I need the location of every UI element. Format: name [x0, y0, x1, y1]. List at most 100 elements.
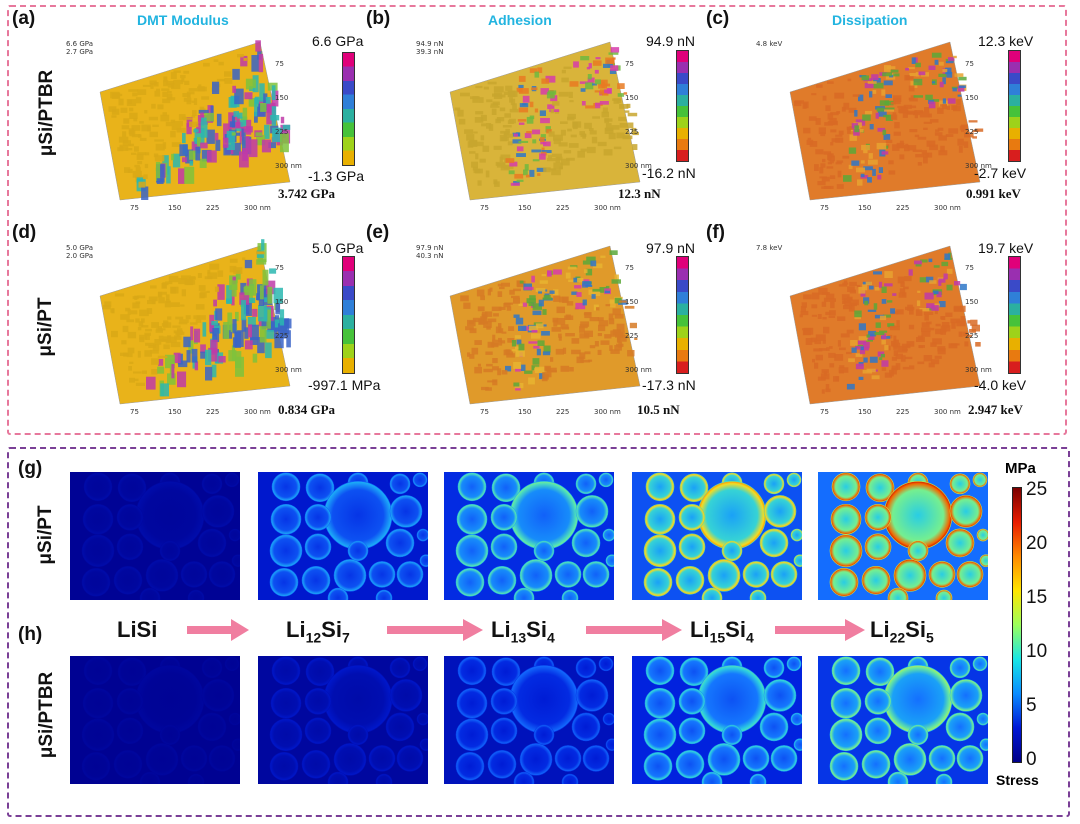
- stress-map-panel: [818, 472, 988, 600]
- x-axis-tick: 150: [858, 204, 872, 212]
- panel-label: (c): [706, 8, 730, 29]
- stress-map-panel: [444, 656, 614, 784]
- y-axis-tick: 75: [275, 60, 284, 68]
- scale-tick-label: 20: [1026, 533, 1048, 554]
- x-axis-tick: 300 nm: [934, 204, 961, 212]
- scale-tick-label: 25: [1026, 479, 1048, 500]
- x-axis-tick: 150: [168, 204, 182, 212]
- y-axis-tick: 150: [965, 94, 979, 102]
- y-axis-tick: 150: [965, 298, 979, 306]
- x-axis-tick: 225: [896, 204, 910, 212]
- afm-surface-map: [99, 40, 291, 201]
- stress-map-panel: [70, 472, 240, 600]
- y-axis-tick: 75: [275, 264, 284, 272]
- afm-colorbar: [1008, 256, 1021, 374]
- panel-label: (b): [366, 8, 391, 29]
- title-dmt-modulus: DMT Modulus: [137, 12, 229, 28]
- y-axis-tick: 75: [965, 60, 974, 68]
- colorbar-max-value: 97.9 nN: [646, 240, 696, 256]
- x-axis-tick: 75: [820, 204, 829, 212]
- x-axis-tick: 150: [518, 408, 532, 416]
- y-axis-tick: 225: [625, 332, 639, 340]
- y-axis-tick: 225: [275, 332, 289, 340]
- y-axis-tick: 300 nm: [275, 162, 302, 170]
- afm-colorbar: [342, 256, 355, 374]
- afm-section-frame: [7, 5, 1067, 435]
- phase-label-5: Li22Si5: [870, 617, 934, 646]
- x-axis-tick: 75: [130, 204, 139, 212]
- x-axis-tick: 75: [480, 204, 489, 212]
- afm-colorbar: [676, 256, 689, 374]
- afm-colorbar: [1008, 50, 1021, 162]
- z-axis-tick: 94.9 nN: [416, 40, 444, 48]
- stress-colorbar: [1012, 487, 1022, 763]
- scale-tick-label: 15: [1026, 587, 1048, 608]
- y-axis-tick: 300 nm: [625, 162, 652, 170]
- arrow-icon: [387, 619, 483, 641]
- z-axis-tick: 2.7 GPa: [66, 48, 93, 56]
- z-axis-tick: 6.6 GPa: [66, 40, 93, 48]
- colorbar-min-value: -997.1 MPa: [308, 377, 381, 393]
- afm-surface-map: [789, 245, 981, 405]
- y-axis-tick: 300 nm: [625, 366, 652, 374]
- colorbar-min-value: -16.2 nN: [642, 165, 696, 181]
- afm-surface-map: [789, 41, 984, 201]
- scale-unit: MPa: [1005, 460, 1036, 477]
- arrow-icon: [775, 619, 865, 641]
- x-axis-tick: 150: [168, 408, 182, 416]
- afm-colorbar: [342, 52, 355, 166]
- x-axis-tick: 300 nm: [244, 408, 271, 416]
- scale-tick-label: 0: [1026, 749, 1037, 770]
- x-axis-tick: 225: [206, 204, 220, 212]
- y-axis-tick: 225: [965, 128, 979, 136]
- afm-surface-map: [99, 239, 292, 405]
- y-axis-tick: 75: [625, 264, 634, 272]
- panel-label: (a): [12, 8, 36, 29]
- phase-label-3: Li13Si4: [491, 617, 555, 646]
- y-axis-tick: 75: [625, 60, 634, 68]
- y-axis-tick: 150: [625, 298, 639, 306]
- y-axis-tick: 225: [275, 128, 289, 136]
- y-axis-tick: 225: [965, 332, 979, 340]
- y-axis-tick: 300 nm: [965, 162, 992, 170]
- x-axis-tick: 300 nm: [934, 408, 961, 416]
- z-axis-tick: 97.9 nN: [416, 244, 444, 252]
- colorbar-max-value: 6.6 GPa: [312, 33, 364, 49]
- x-axis-tick: 300 nm: [244, 204, 271, 212]
- arrow-icon: [586, 619, 682, 641]
- title-adhesion: Adhesion: [488, 12, 552, 28]
- title-dissipation: Dissipation: [832, 12, 908, 28]
- z-axis-tick: 39.3 nN: [416, 48, 444, 56]
- panel-label-g: (g): [18, 458, 43, 479]
- x-axis-tick: 225: [556, 408, 570, 416]
- afm-surface-map: [449, 245, 641, 405]
- x-axis-tick: 300 nm: [594, 204, 621, 212]
- row-label-sim-pt: μSi/PT: [35, 505, 56, 565]
- phase-label-1: LiSi: [117, 617, 158, 642]
- y-axis-tick: 150: [625, 94, 639, 102]
- x-axis-tick: 225: [206, 408, 220, 416]
- z-axis-tick: 4.8 keV: [756, 40, 783, 48]
- x-axis-tick: 225: [896, 408, 910, 416]
- mean-value: 10.5 nN: [637, 402, 680, 417]
- colorbar-min-value: -17.3 nN: [642, 377, 696, 393]
- stress-map-panel: [258, 472, 428, 600]
- panel-label-h: (h): [18, 624, 43, 645]
- stress-map-panel: [818, 656, 988, 784]
- z-axis-tick: 2.0 GPa: [66, 252, 93, 260]
- x-axis-tick: 150: [518, 204, 532, 212]
- row-label-ptbr: μSi/PTBR: [36, 69, 57, 157]
- stress-map-panel: [258, 656, 428, 784]
- colorbar-min-value: -1.3 GPa: [308, 168, 365, 184]
- row-label-sim-ptbr: μSi/PTBR: [36, 671, 57, 759]
- colorbar-min-value: -2.7 keV: [974, 165, 1027, 181]
- afm-colorbar: [676, 50, 689, 162]
- x-axis-tick: 300 nm: [594, 408, 621, 416]
- scale-tick-label: 5: [1026, 695, 1037, 716]
- x-axis-tick: 75: [480, 408, 489, 416]
- x-axis-tick: 225: [556, 204, 570, 212]
- scale-label: Stress: [996, 772, 1039, 788]
- phase-label-4: Li15Si4: [690, 617, 754, 646]
- colorbar-max-value: 94.9 nN: [646, 33, 696, 49]
- simulation-section-frame: [7, 447, 1070, 817]
